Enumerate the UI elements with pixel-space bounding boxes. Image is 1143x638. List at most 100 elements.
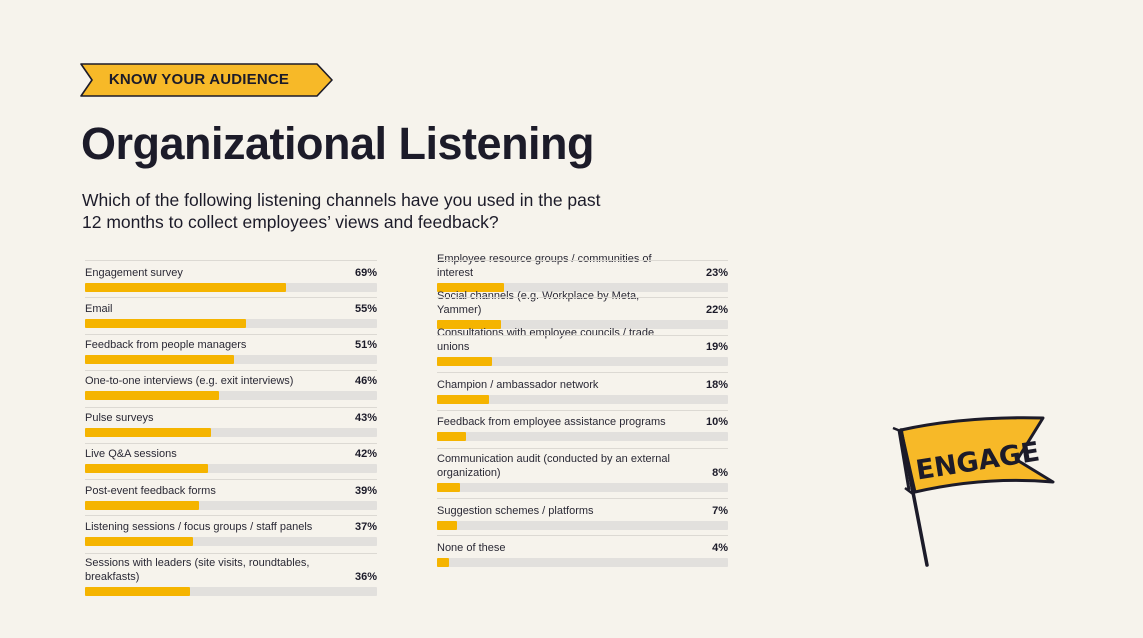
category-label: Email [85,303,113,315]
bar [85,355,234,364]
bar-track [85,464,377,473]
bar [85,464,208,473]
category-label: Champion / ambassador network [437,379,599,391]
chart-row: Listening sessions / focus groups / staf… [85,517,377,546]
row-divider [437,498,728,499]
row-divider [85,370,377,371]
bar [437,320,502,329]
value-label: 19% [705,341,728,353]
bar-track [437,558,728,567]
value-label: 10% [705,416,728,428]
bar-track [85,587,377,596]
chart-row: Live Q&A sessions 42% [85,445,377,473]
category-label: Consultations with employee councils / t… [437,327,655,353]
row-divider [85,479,377,480]
value-label: 46% [354,375,377,387]
bar-track [437,283,728,292]
chart-row: Social channels (e.g. Workplace by Meta,… [437,290,728,329]
bar [85,283,287,292]
bar-track [437,432,728,441]
chart-row: Feedback from employee assistance progra… [437,412,728,441]
chart-row: One-to-one interviews (e.g. exit intervi… [85,372,377,400]
chart-row: Sessions with leaders (site visits, roun… [85,555,377,596]
bar-track [85,537,377,546]
bar [437,357,493,366]
chart-row: Pulse surveys 43% [85,409,377,437]
bar-track [85,355,377,364]
bar [85,537,194,546]
category-label: Feedback from employee assistance progra… [437,416,666,428]
value-label: 18% [705,379,728,391]
category-label: Sessions with leaders (site visits, roun… [85,557,310,583]
chart-row: Consultations with employee councils / t… [437,327,728,366]
row-divider [437,535,728,536]
category-label: None of these [437,542,506,554]
bar-track [437,320,728,329]
bar [85,587,191,596]
section-tag: KNOW YOUR AUDIENCE [80,63,334,97]
chart-row: Feedback from people managers 51% [85,336,377,364]
value-label: 7% [712,505,728,517]
chart-row: Suggestion schemes / platforms 7% [437,500,728,530]
page-title: Organizational Listening [81,118,595,169]
category-label: Live Q&A sessions [85,448,177,460]
category-label: One-to-one interviews (e.g. exit intervi… [85,375,294,387]
value-label: 37% [354,521,377,533]
chart-row: Email 55% [85,299,377,328]
category-label: Suggestion schemes / platforms [437,505,594,517]
category-label: Listening sessions / focus groups / staf… [85,521,313,533]
bar [437,558,449,567]
row-divider [85,334,377,335]
value-label: 42% [354,448,377,460]
bar [437,283,504,292]
category-label: Employee resource groups / communities o… [437,253,652,279]
chart-row: Engagement survey 69% [85,262,377,292]
bar [85,428,211,437]
row-divider [437,372,728,373]
chart-row: Employee resource groups / communities o… [437,253,728,292]
row-divider [85,553,377,554]
bar-track [437,395,728,404]
bar [437,395,490,404]
category-label: Post-event feedback forms [85,485,216,497]
value-label: 8% [712,467,728,479]
bar-track [437,521,728,530]
question-text: Which of the following listening channel… [82,189,642,233]
bar-track [85,428,377,437]
bar-track [437,483,728,492]
category-label: Pulse surveys [85,412,154,424]
engage-flag-icon: ENGAGE [892,416,1055,567]
chart-row: None of these 4% [437,537,728,567]
value-label: 51% [354,339,377,351]
row-divider [437,297,728,298]
value-label: 43% [354,412,377,424]
row-divider [437,448,728,449]
bar-track [437,357,728,366]
value-label: 55% [354,303,377,315]
value-label: 4% [712,542,728,554]
category-label: Social channels (e.g. Workplace by Meta,… [437,290,640,316]
row-divider [437,410,728,411]
bar-track [85,283,377,292]
bar [437,483,461,492]
bar [437,432,467,441]
bar-track [85,319,377,328]
chart-row: Post-event feedback forms 39% [85,481,377,510]
category-label: Engagement survey [85,267,183,279]
question-line-2: 12 months to collect employees’ views an… [82,212,499,232]
chart-row: Communication audit (conducted by an ext… [437,450,728,492]
bar-track [85,391,377,400]
bar [437,521,458,530]
category-label: Feedback from people managers [85,339,247,351]
row-divider [85,297,377,298]
row-divider [437,335,728,336]
value-label: 22% [705,304,728,316]
tag-banner-shape [80,63,333,97]
row-divider [437,260,728,261]
category-label: Communication audit (conducted by an ext… [437,453,670,479]
bar-track [85,501,377,510]
bar [85,319,246,328]
row-divider [85,515,377,516]
bar [85,391,220,400]
chart-row: Champion / ambassador network 18% [437,374,728,404]
